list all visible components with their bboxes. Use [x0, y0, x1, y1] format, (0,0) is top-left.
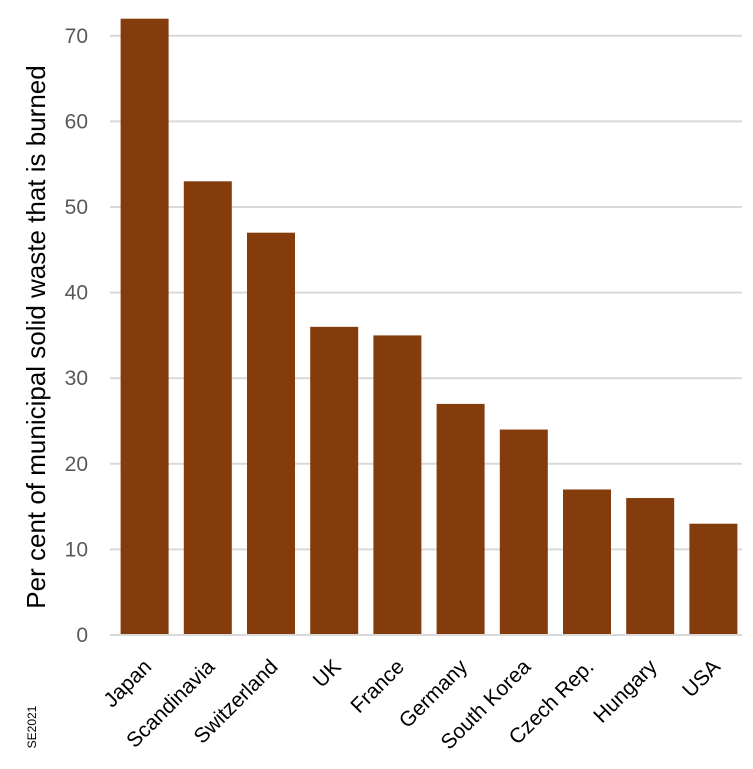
bar-usa: [689, 523, 738, 635]
credit-text: SE2021: [25, 705, 39, 748]
category-label-usa: USA: [678, 655, 725, 702]
category-label-france: France: [346, 655, 408, 717]
bar-france: [373, 335, 422, 635]
y-tick-labels: 0 10 20 30 40 50 60 70: [65, 25, 88, 647]
bar-switzerland: [247, 232, 295, 635]
category-label-japan: Japan: [99, 655, 156, 712]
bars: [120, 18, 738, 636]
bar-uk: [310, 326, 359, 635]
y-tick-label-20: 20: [65, 453, 88, 476]
bar-japan: [120, 18, 169, 636]
category-label-uk: UK: [309, 655, 346, 692]
category-label-hungary: Hungary: [589, 655, 662, 728]
bar-hungary: [626, 498, 675, 635]
y-tick-label-60: 60: [65, 110, 88, 133]
bar-germany: [436, 403, 485, 635]
y-tick-label-0: 0: [76, 624, 88, 647]
bar-south-korea: [499, 429, 548, 635]
y-tick-label-50: 50: [65, 196, 88, 219]
y-tick-label-70: 70: [65, 25, 88, 48]
y-tick-label-10: 10: [65, 538, 88, 561]
y-tick-label-30: 30: [65, 367, 88, 390]
y-tick-label-40: 40: [65, 282, 88, 305]
bar-scandinavia: [183, 181, 232, 635]
bar-czech-rep: [563, 489, 611, 635]
y-axis-title: Per cent of municipal solid waste that i…: [21, 65, 51, 608]
